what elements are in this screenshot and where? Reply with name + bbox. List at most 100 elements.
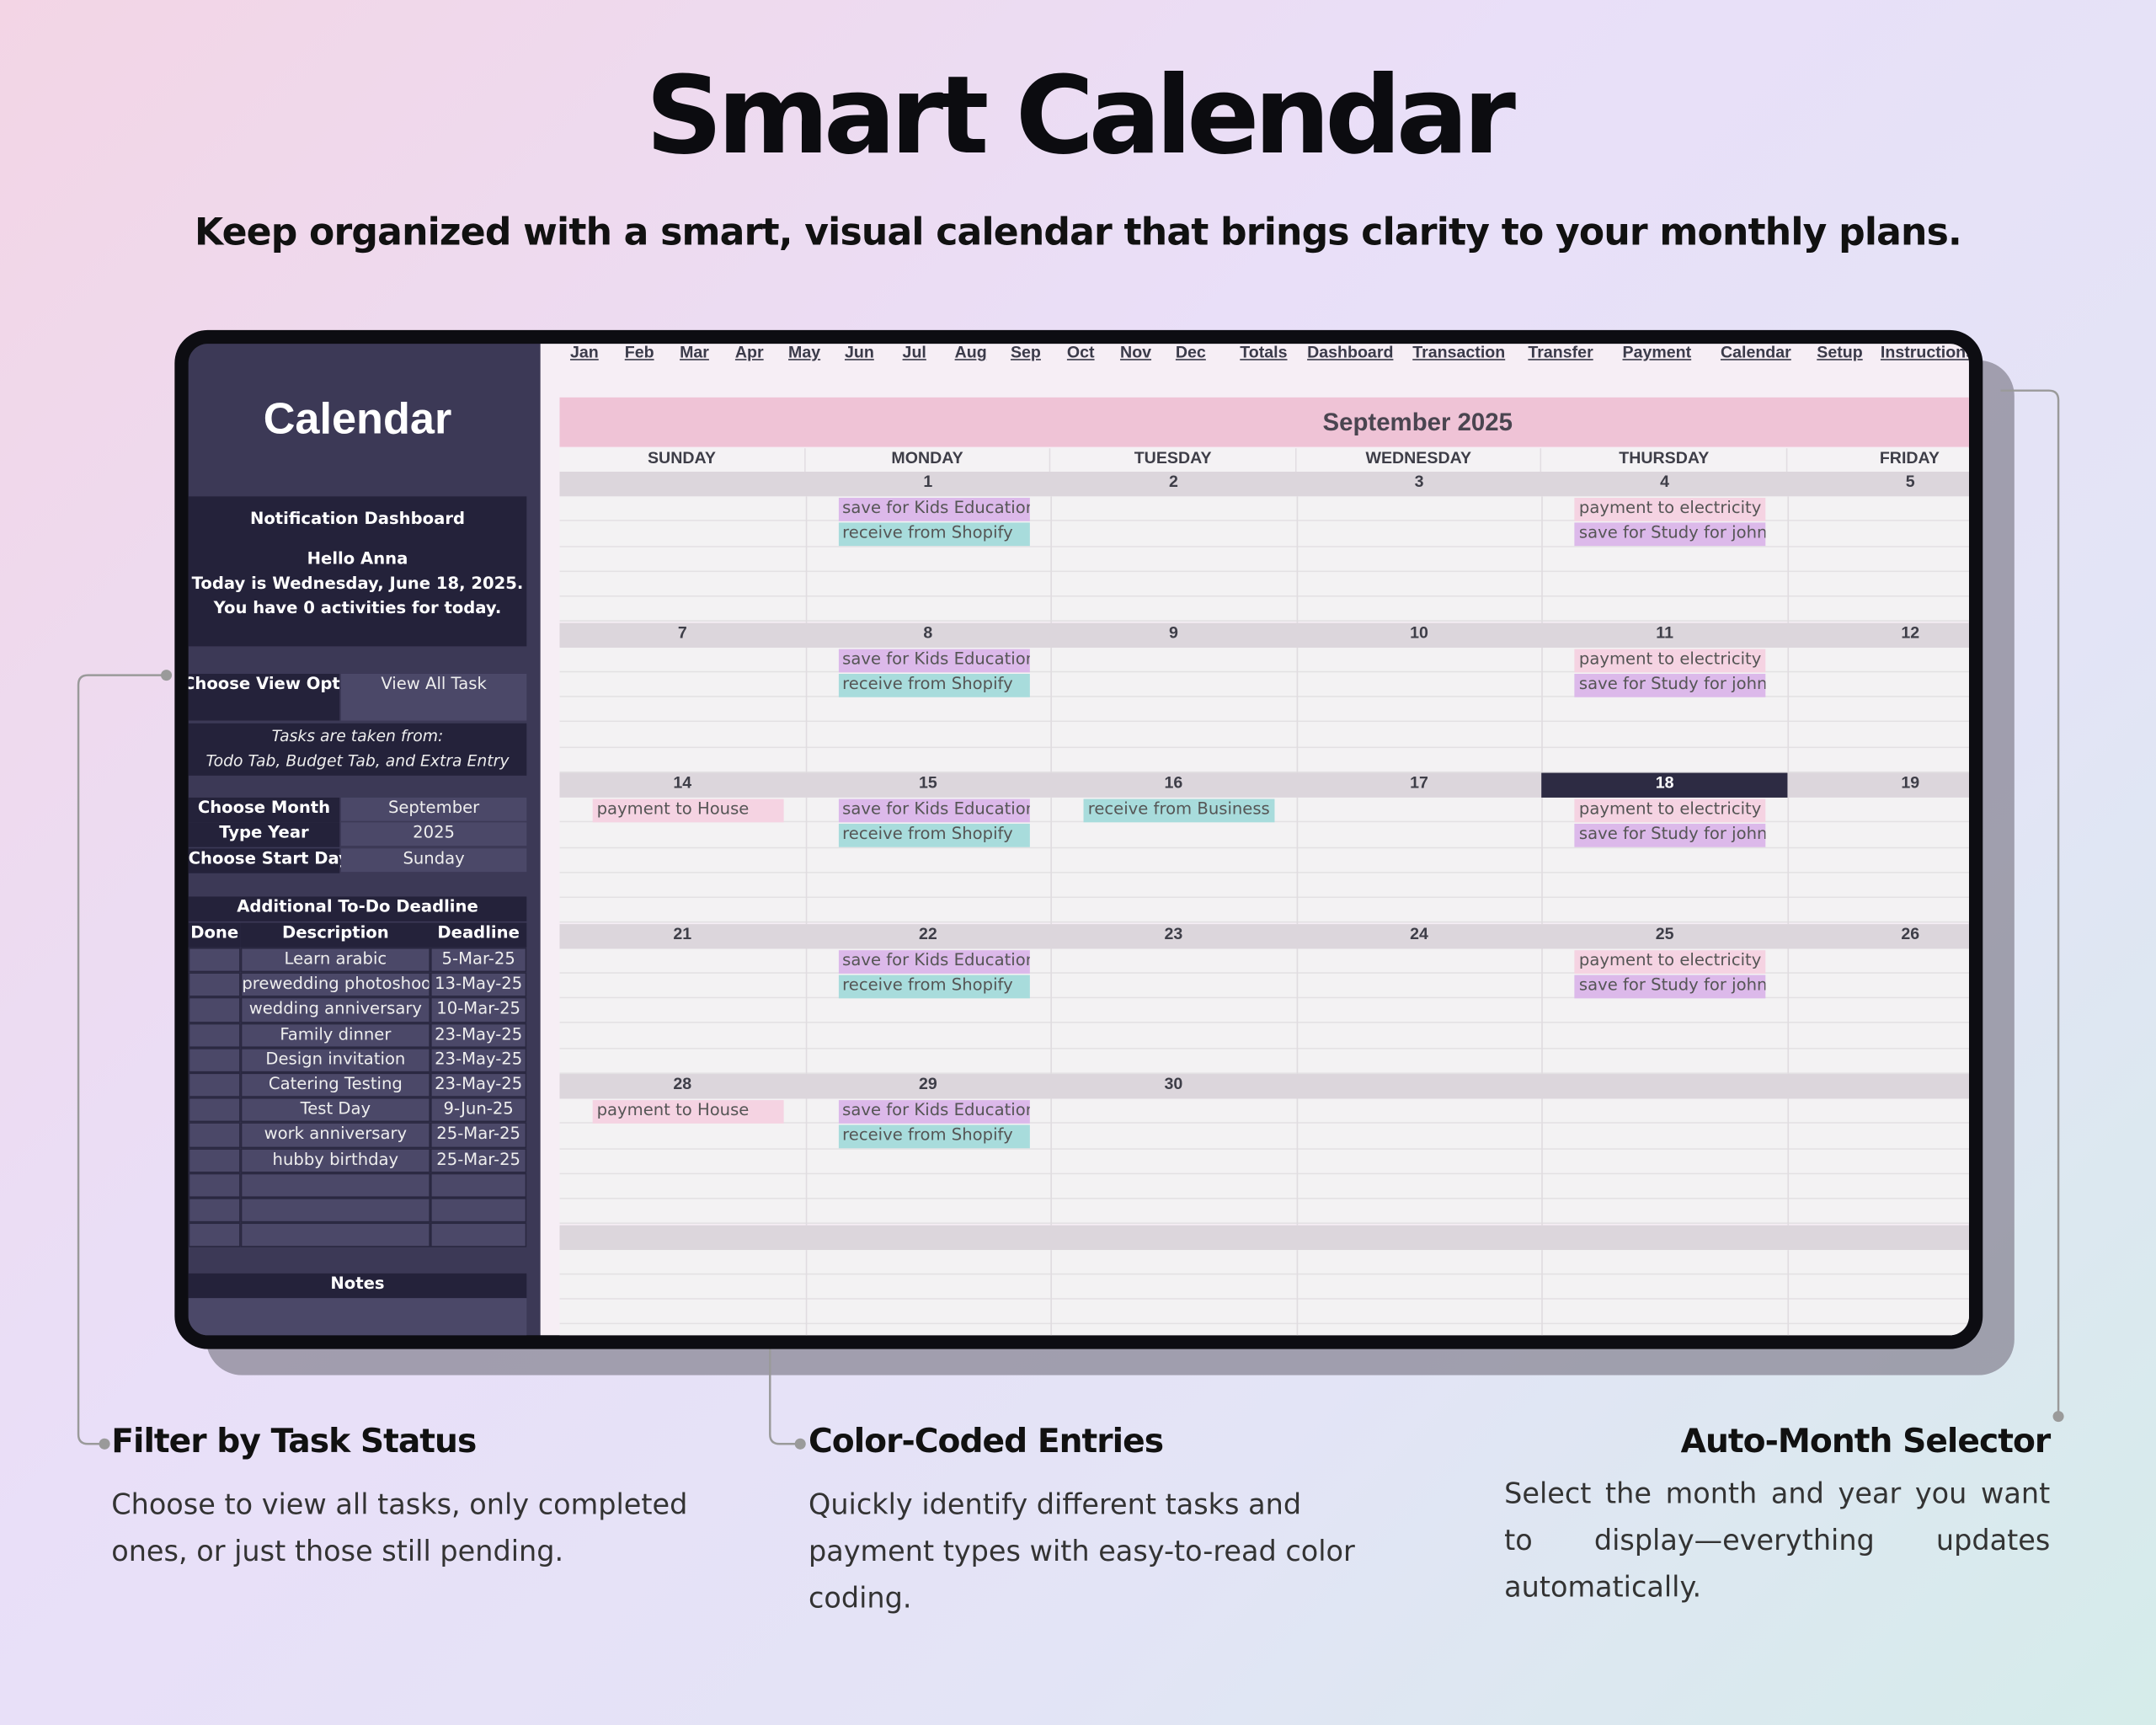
calendar-entry[interactable]: save for Kids Education bbox=[838, 798, 1030, 823]
grid-row bbox=[559, 1098, 1969, 1124]
day-number: 30 bbox=[1164, 1074, 1183, 1093]
setting-value[interactable]: Sunday bbox=[340, 847, 527, 872]
todo-cell bbox=[188, 1072, 241, 1098]
todo-cell bbox=[188, 1047, 241, 1073]
day-number: 1 bbox=[923, 471, 933, 491]
day-number: 21 bbox=[673, 923, 692, 943]
sheet-tab[interactable]: Dashboard bbox=[1307, 344, 1394, 362]
todo-cell bbox=[240, 1172, 431, 1199]
grid-row bbox=[559, 1324, 1969, 1336]
setting-value[interactable]: September bbox=[340, 797, 527, 821]
sidebar: Calendar Notification Dashboard Hello Anna… bbox=[188, 344, 541, 1336]
sheet-tab[interactable]: May bbox=[788, 344, 821, 362]
day-number: 17 bbox=[1410, 772, 1428, 793]
calendar-entry[interactable]: payment to electricity bbox=[1575, 949, 1766, 974]
calendar-entry[interactable]: receive from Shopify bbox=[838, 975, 1030, 998]
grid-row bbox=[559, 747, 1969, 773]
feature-title: Filter by Task Status bbox=[111, 1422, 477, 1461]
todo-cell bbox=[188, 997, 241, 1023]
sheet-tab[interactable]: Totals bbox=[1240, 344, 1288, 362]
sheet-tab[interactable]: Jun bbox=[844, 344, 874, 362]
grid-row bbox=[559, 1274, 1969, 1300]
todo-cell bbox=[188, 947, 241, 973]
day-number: 26 bbox=[1901, 923, 1920, 943]
day-number: 9 bbox=[1168, 622, 1178, 642]
sheet-tab[interactable]: Jul bbox=[902, 344, 926, 362]
todo-cell: work anniversary bbox=[240, 1122, 431, 1148]
calendar-entry[interactable]: receive from Shopify bbox=[838, 824, 1030, 848]
calendar-entry[interactable]: payment to House bbox=[592, 798, 784, 823]
day-number: 8 bbox=[923, 622, 933, 642]
sheet-tab[interactable]: Transfer bbox=[1528, 344, 1593, 362]
sheet-tab[interactable]: Transaction bbox=[1412, 344, 1506, 362]
calendar-entry[interactable]: receive from Business bbox=[1083, 798, 1275, 823]
month-title: September 2025 bbox=[1322, 408, 1513, 436]
view-option-select[interactable]: View All Task bbox=[340, 673, 527, 721]
day-number: 19 bbox=[1901, 772, 1920, 793]
calendar-entry[interactable]: save for Kids Education bbox=[838, 648, 1030, 672]
grid-row bbox=[559, 1049, 1969, 1075]
weekday-header: SUNDAY bbox=[559, 448, 806, 472]
calendar-entry[interactable]: receive from Shopify bbox=[838, 673, 1030, 697]
sheet-tab[interactable]: Nov bbox=[1120, 344, 1152, 362]
subtitle: Keep organized with a smart, visual cale… bbox=[195, 211, 1962, 255]
calendar-entry[interactable]: save for Study for john bbox=[1575, 824, 1766, 848]
grid-column-line bbox=[1050, 797, 1053, 925]
calendar-entry[interactable]: save for Kids Education bbox=[838, 498, 1030, 521]
setting-value[interactable]: 2025 bbox=[340, 822, 527, 846]
grid-column-line bbox=[1787, 1249, 1790, 1336]
day-number: 11 bbox=[1656, 622, 1673, 642]
grid-column-line bbox=[1050, 496, 1053, 623]
todo-cell: prewedding photoshoot bbox=[240, 972, 431, 998]
sidebar-title: Calendar bbox=[263, 393, 452, 443]
sheet-tab[interactable]: Sep bbox=[1010, 344, 1041, 362]
calendar-entry[interactable]: save for Study for john bbox=[1575, 975, 1766, 998]
sheet-tab[interactable]: Instructions bbox=[1880, 344, 1969, 362]
calendar-entry[interactable]: receive from Shopify bbox=[838, 522, 1030, 547]
sheet-tab[interactable]: Oct bbox=[1066, 344, 1095, 362]
grid-column-line bbox=[1541, 1249, 1544, 1336]
sheet-tab[interactable]: Payment bbox=[1622, 344, 1692, 362]
calendar-entry[interactable]: payment to electricity bbox=[1575, 498, 1766, 521]
sheet-tab[interactable]: Dec bbox=[1175, 344, 1206, 362]
week-number-row bbox=[559, 923, 1969, 948]
sheet-tab[interactable]: Setup bbox=[1817, 344, 1863, 362]
grid-column-line bbox=[805, 797, 807, 925]
todo-cell bbox=[240, 1198, 431, 1223]
setting-label: Choose Month bbox=[188, 797, 340, 823]
grid-row bbox=[559, 1023, 1969, 1049]
calendar-entry[interactable]: save for Study for john bbox=[1575, 522, 1766, 547]
grid-column-line bbox=[805, 647, 807, 774]
grid-column-line bbox=[1541, 647, 1544, 774]
calendar-entry[interactable]: save for Study for john bbox=[1575, 673, 1766, 697]
grid-row bbox=[559, 572, 1969, 597]
connector-line bbox=[77, 674, 167, 1445]
todo-cell bbox=[430, 1172, 527, 1199]
connector-dot bbox=[2052, 1411, 2064, 1423]
calendar-entry[interactable]: save for Kids Education bbox=[838, 1100, 1030, 1124]
calendar-entry[interactable]: receive from Shopify bbox=[838, 1124, 1030, 1149]
sheet-tab[interactable]: Calendar bbox=[1720, 344, 1791, 362]
calendar-entry[interactable]: payment to House bbox=[592, 1100, 784, 1124]
connector-dot bbox=[99, 1438, 110, 1450]
weekday-header: WEDNESDAY bbox=[1296, 448, 1542, 472]
notification-title: Notification Dashboard bbox=[249, 509, 466, 528]
sheet-tab[interactable]: Mar bbox=[680, 344, 709, 362]
setting-label: Choose Start Day bbox=[188, 847, 350, 873]
sheet-tab[interactable]: Apr bbox=[734, 344, 764, 362]
grid-row bbox=[559, 722, 1969, 748]
sheet-tab[interactable]: Feb bbox=[624, 344, 654, 362]
grid-column-line bbox=[1296, 1249, 1298, 1336]
todo-column-header: Description bbox=[240, 922, 431, 948]
sheet-tab[interactable]: Aug bbox=[954, 344, 987, 362]
calendar-sheet: Jan Feb Mar Apr May Jun Jul Aug Sep Oct Nov Dec Tota… bbox=[540, 344, 1969, 1336]
calendar-entry[interactable]: save for Kids Education bbox=[838, 949, 1030, 974]
day-number: 15 bbox=[918, 772, 937, 793]
notes-area bbox=[188, 1298, 527, 1336]
grid-row bbox=[559, 873, 1969, 899]
calendar-entry[interactable]: payment to electricity bbox=[1575, 798, 1766, 823]
sheet-tab[interactable]: Jan bbox=[569, 344, 599, 362]
day-number: 5 bbox=[1905, 471, 1915, 491]
calendar-entry[interactable]: payment to electricity bbox=[1575, 648, 1766, 672]
